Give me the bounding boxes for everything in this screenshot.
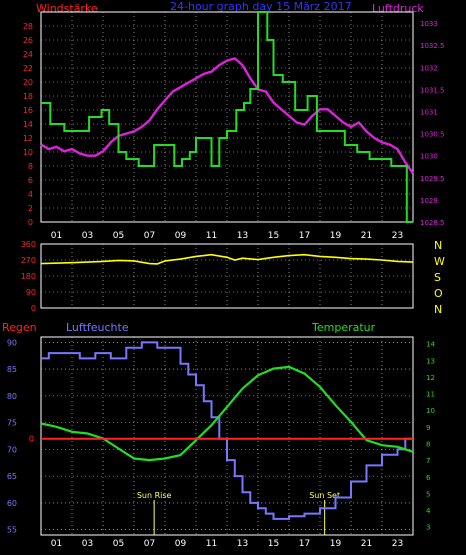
pressure-axis-tick: 1033 [420,20,438,28]
temperature-axis-tick: 14 [426,341,435,349]
pressure-axis-tick: 1032.5 [420,42,445,50]
pressure-axis-tick: 1031.5 [420,86,445,94]
panel3-hour-tick: 11 [206,539,217,549]
temperature-axis-tick: 13 [426,357,435,365]
wind-series-line [41,11,413,223]
temperature-axis-tick: 5 [426,490,430,498]
wind-axis-tick: 6 [28,176,33,185]
wind-axis-tick: 2 [28,204,33,213]
wind-axis-tick: 14 [23,120,33,129]
wind-axis-tick: 24 [23,50,33,59]
panel1-hour-tick: 21 [361,231,372,241]
panel3-hour-tick: 15 [268,539,279,549]
panel1-hour-tick: 03 [82,231,93,241]
compass-letter: S [434,271,441,284]
panel1-hour-tick: 13 [237,231,248,241]
humidity-axis-tick: 65 [7,472,17,481]
wind-pressure-panel: 02468101214161820222426281028.510291029.… [23,11,445,241]
humidity-axis-tick: 80 [7,392,17,401]
pressure-axis-tick: 1029 [420,197,438,205]
pressure-axis-tick: 1030.5 [420,131,445,139]
temperature-axis-tick: 12 [426,374,435,382]
panel1-hour-tick: 17 [299,231,310,241]
panel1-hour-tick: 15 [268,231,279,241]
humidity-axis-tick: 60 [7,499,17,508]
temperature-axis-tick: 6 [426,474,431,482]
direction-series-line [40,253,414,265]
panel1-hour-tick: 23 [392,231,403,241]
panel1-hour-tick: 01 [51,231,62,241]
wind-axis-tick: 16 [23,106,33,115]
compass-letter: W [434,255,445,268]
pressure-axis-tick: 1032 [420,64,438,72]
wind-axis-tick: 12 [23,134,33,143]
temperature-axis-tick: 7 [426,457,430,465]
wind-axis-tick: 22 [23,64,33,73]
wind-axis-tick: 26 [23,36,33,45]
panel1-hour-tick: 05 [113,231,124,241]
panel3-hour-tick: 17 [299,539,310,549]
panel3-hour-tick: 21 [361,539,372,549]
pressure-series-line [40,57,414,175]
humidity-axis-tick: 75 [7,419,17,428]
temperature-axis-tick: 10 [426,407,435,415]
wind-axis-tick: 10 [23,148,33,157]
direction-axis-tick: 360 [21,240,36,249]
pressure-axis-tick: 1028.5 [420,219,445,227]
temperature-axis-tick: 8 [426,440,430,448]
wind-axis-tick: 0 [28,218,33,227]
panel3-hour-tick: 03 [82,539,93,549]
sunset-label: Sun Set [309,491,340,500]
pressure-axis-tick: 1030 [420,153,438,161]
panel3-hour-tick: 13 [237,539,248,549]
wind-axis-tick: 8 [28,162,33,171]
compass-letter: N [434,303,442,316]
direction-axis-tick: 0 [31,304,36,313]
rain-label: Regen [2,321,37,334]
direction-axis-tick: 270 [21,256,36,265]
humidity-axis-tick: 70 [7,445,17,454]
compass-letter: O [434,287,443,300]
panel3-hour-tick: 09 [175,539,187,549]
panel3-hour-tick: 19 [330,539,342,549]
temperature-axis-tick: 9 [426,424,430,432]
wind-direction-panel: 0 90 180 270 360 [21,240,414,313]
temperature-axis-tick: 3 [426,524,430,532]
pressure-axis-tick: 1031 [420,108,438,116]
panel1-hour-tick: 19 [330,231,342,241]
wind-axis-tick: 18 [23,92,33,101]
panel3-hour-tick: 01 [51,539,62,549]
direction-axis-tick: 180 [21,272,36,281]
panel3-hour-tick: 07 [144,539,155,549]
wind-axis-tick: 20 [23,78,33,87]
temperature-axis-tick: 4 [426,507,431,515]
panel1-hour-tick: 09 [175,231,187,241]
direction-axis-tick: 90 [26,288,36,297]
temperature-axis-tick: 11 [426,391,435,399]
panel1-hour-tick: 07 [144,231,155,241]
panel1-hour-tick: 11 [206,231,217,241]
humidity-axis-tick: 55 [7,526,17,535]
wind-axis-tick: 4 [28,190,33,199]
humidity-label: Luftfeuchte [66,321,129,334]
temperature-label: Temperatur [311,321,376,334]
wind-axis-tick: 28 [23,22,33,31]
pressure-axis-tick: 1029.5 [420,175,445,183]
rain-axis-tick: 0 [29,435,34,444]
panel3-hour-tick: 05 [113,539,124,549]
humidity-axis-tick: 85 [7,365,17,374]
panel3-hour-tick: 23 [392,539,403,549]
compass-letter: N [434,239,442,252]
humidity-axis-tick: 90 [7,338,17,347]
sunrise-label: Sun Rise [137,491,172,500]
humidity-series-line [41,341,413,520]
chart-title: 24-hour graph day 15 März 2017 [170,0,352,13]
